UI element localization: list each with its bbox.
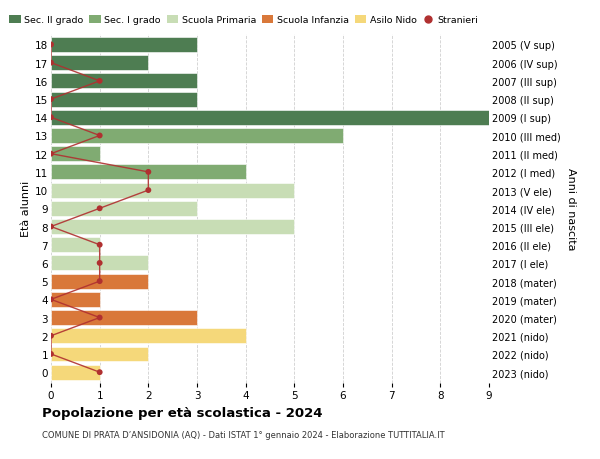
Bar [51,274,148,289]
Bar [51,38,197,53]
Bar [51,56,148,71]
Point [95,369,104,376]
Point [95,260,104,267]
Bar [51,202,197,216]
Point [143,187,153,194]
Bar [51,165,245,180]
Bar [51,147,100,162]
Point [143,169,153,176]
Point [95,278,104,285]
Text: COMUNE DI PRATA D’ANSIDONIA (AQ) - Dati ISTAT 1° gennaio 2024 - Elaborazione TUT: COMUNE DI PRATA D’ANSIDONIA (AQ) - Dati … [42,431,445,440]
Bar [51,256,148,271]
Point [46,296,56,303]
Point [95,205,104,213]
Bar [51,310,197,325]
Point [46,224,56,231]
Bar [51,365,100,380]
Bar [51,74,197,89]
Point [46,96,56,104]
Y-axis label: Anni di nascita: Anni di nascita [566,168,576,250]
Point [95,133,104,140]
Legend: Sec. II grado, Sec. I grado, Scuola Primaria, Scuola Infanzia, Asilo Nido, Stran: Sec. II grado, Sec. I grado, Scuola Prim… [8,15,479,26]
Point [46,151,56,158]
Point [46,42,56,49]
Bar [51,183,295,198]
Bar [51,292,100,307]
Bar [51,129,343,144]
Point [95,314,104,321]
Bar [51,111,489,125]
Y-axis label: Età alunni: Età alunni [21,181,31,237]
Bar [51,329,245,343]
Point [46,332,56,340]
Bar [51,92,197,107]
Point [46,114,56,122]
Bar [51,219,295,235]
Point [46,60,56,67]
Point [95,241,104,249]
Point [95,78,104,85]
Text: Popolazione per età scolastica - 2024: Popolazione per età scolastica - 2024 [42,406,323,419]
Bar [51,238,100,252]
Point [46,351,56,358]
Bar [51,347,148,362]
